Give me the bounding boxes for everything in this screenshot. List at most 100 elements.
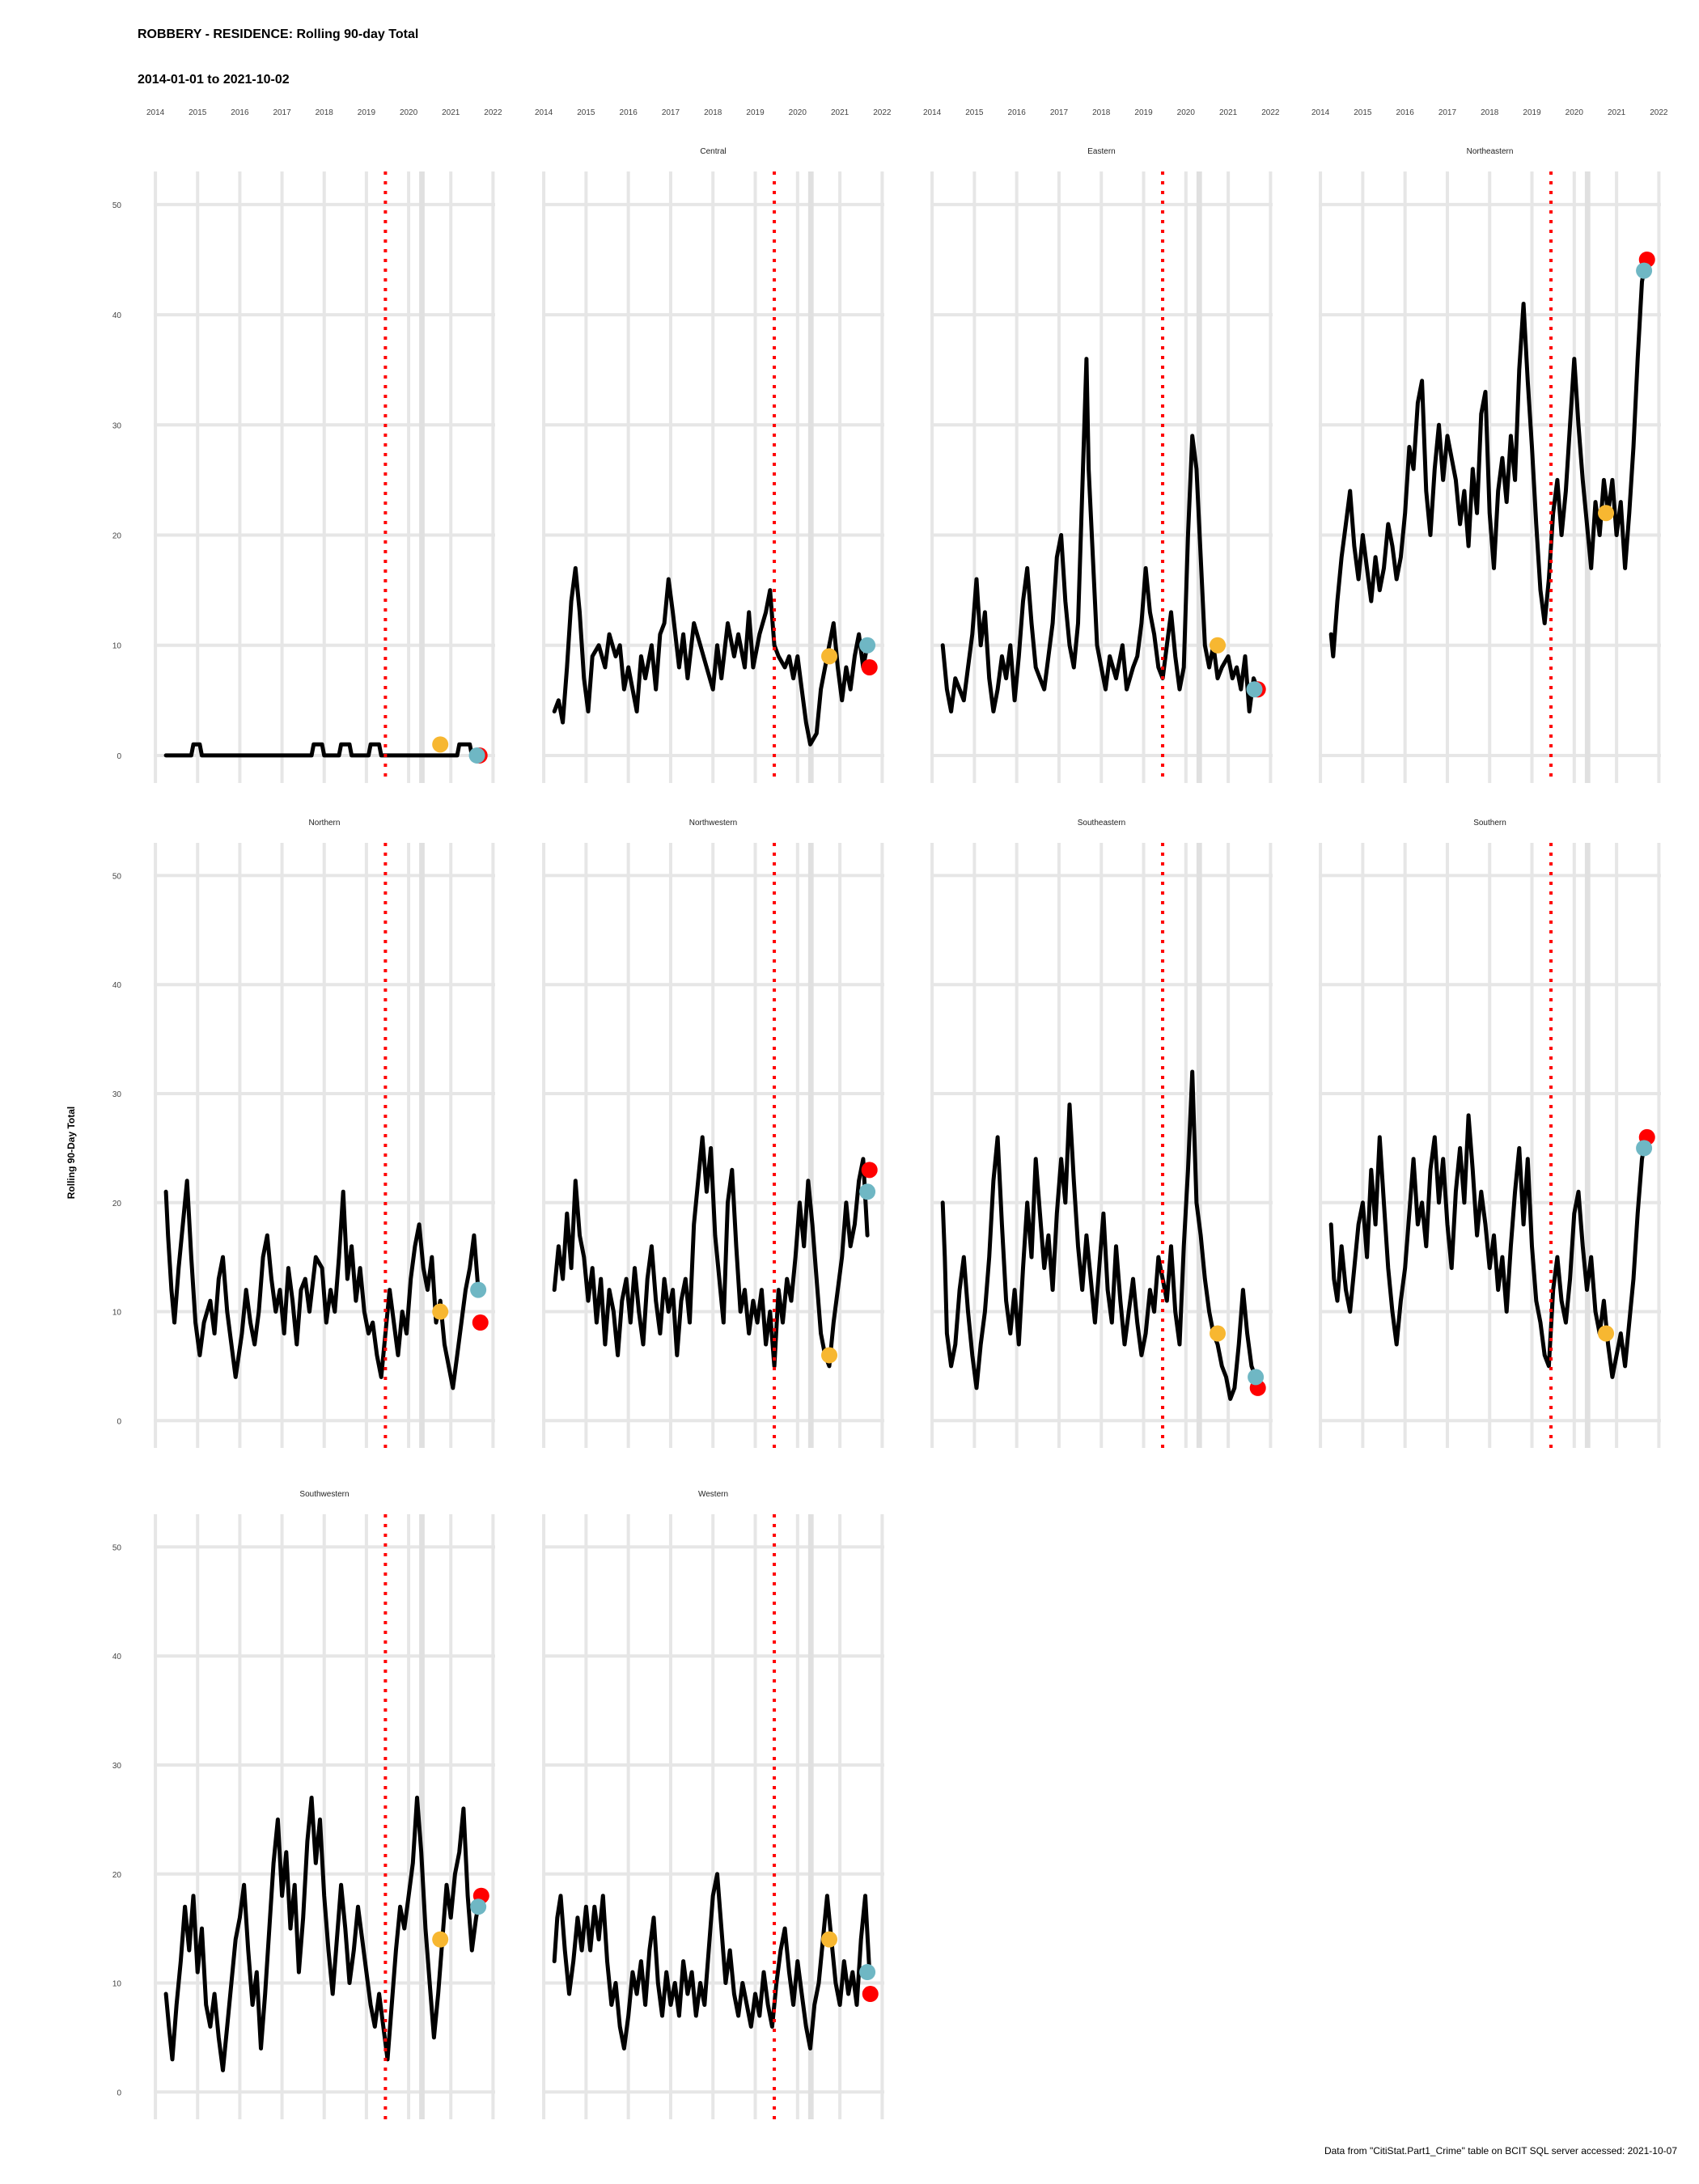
y-tick-label: 20 <box>112 1871 122 1880</box>
y-tick-label: 20 <box>112 1200 122 1208</box>
shaded-band <box>419 843 425 1448</box>
data-point-marker <box>821 1347 838 1364</box>
shaded-band <box>807 171 814 783</box>
x-tick-label: 2014 <box>535 108 553 117</box>
data-point-marker <box>1248 1369 1265 1386</box>
x-tick-label: 2020 <box>1566 108 1584 117</box>
y-tick-label: 40 <box>112 981 122 990</box>
x-tick-label: 2020 <box>400 108 418 117</box>
y-tick-label: 0 <box>117 2089 121 2097</box>
series-line <box>940 357 1260 713</box>
y-tick-label: 10 <box>112 1309 122 1318</box>
x-tick-label: 2019 <box>358 108 376 117</box>
y-tick-label: 30 <box>112 1090 122 1099</box>
data-point-marker <box>859 1183 876 1200</box>
y-tick-label: 30 <box>112 1762 122 1771</box>
x-tick-label: 2019 <box>1134 108 1153 117</box>
data-point-marker <box>470 1898 487 1915</box>
data-point-marker <box>1210 637 1227 654</box>
x-tick-label: 2017 <box>1438 108 1457 117</box>
x-tick-label: 2020 <box>1177 108 1196 117</box>
series-line <box>940 1069 1258 1401</box>
data-point-marker <box>862 1986 879 2003</box>
data-point-marker <box>432 736 449 753</box>
x-tick-label: 2015 <box>965 108 984 117</box>
data-point-marker <box>432 1303 449 1320</box>
y-tick-label: 50 <box>112 872 122 881</box>
x-tick-label: 2016 <box>231 108 249 117</box>
x-tick-label: 2014 <box>146 108 165 117</box>
y-tick-label: 20 <box>112 532 122 541</box>
x-tick-label: 2016 <box>1008 108 1027 117</box>
y-tick-label: 30 <box>112 421 122 430</box>
x-tick-label: 2019 <box>1523 108 1541 117</box>
x-tick-label: 2018 <box>704 108 722 117</box>
shaded-band <box>419 1514 425 2119</box>
data-point-marker <box>1636 262 1653 279</box>
data-point-marker <box>821 648 838 665</box>
x-tick-label: 2015 <box>189 108 207 117</box>
chart-subtitle: 2014-01-01 to 2021-10-02 <box>138 73 290 87</box>
series-line <box>552 1872 872 2051</box>
x-tick-label: 2015 <box>1354 108 1372 117</box>
data-point-marker <box>470 1281 487 1298</box>
data-point-marker <box>468 747 485 764</box>
series-line <box>163 742 484 758</box>
x-tick-label: 2016 <box>1396 108 1415 117</box>
x-tick-label: 2014 <box>923 108 942 117</box>
data-point-marker <box>859 637 876 654</box>
x-tick-label: 2018 <box>316 108 334 117</box>
data-point-marker <box>1598 1325 1615 1342</box>
x-tick-label: 2014 <box>1311 108 1330 117</box>
series-line <box>552 1135 870 1369</box>
series-line <box>163 1795 483 2072</box>
x-tick-label: 2021 <box>831 108 850 117</box>
panel-strip-label: Central <box>700 147 726 156</box>
x-tick-label: 2020 <box>789 108 807 117</box>
x-tick-label: 2018 <box>1092 108 1111 117</box>
panel-strip-label: Northeastern <box>1467 147 1514 156</box>
x-tick-label: 2017 <box>1050 108 1069 117</box>
x-tick-label: 2019 <box>746 108 765 117</box>
panel-strip-label: Southern <box>1473 819 1506 827</box>
data-point-marker <box>821 1931 838 1948</box>
y-tick-label: 40 <box>112 311 122 320</box>
shaded-band <box>1584 843 1591 1448</box>
data-source-caption: Data from "CitiStat.Part1_Crime" table o… <box>1324 2145 1677 2156</box>
x-tick-label: 2022 <box>1650 108 1668 117</box>
data-point-marker <box>472 1314 489 1331</box>
data-point-marker <box>861 658 878 675</box>
series-line <box>1328 257 1649 658</box>
panel-strip-label: Western <box>698 1490 728 1499</box>
x-tick-label: 2022 <box>873 108 892 117</box>
x-tick-label: 2021 <box>1219 108 1238 117</box>
y-tick-label: 0 <box>117 1417 121 1426</box>
data-point-marker <box>861 1162 878 1179</box>
panel-strip-label: Southeastern <box>1078 819 1126 827</box>
x-tick-label: 2021 <box>1608 108 1626 117</box>
panel-strip-label: Northwestern <box>689 819 737 827</box>
data-point-marker <box>859 1964 876 1981</box>
data-point-marker <box>432 1931 449 1948</box>
panel-strip-label: Eastern <box>1087 147 1115 156</box>
data-point-marker <box>1636 1140 1653 1157</box>
panel-strip-label: Northern <box>309 819 341 827</box>
x-tick-label: 2017 <box>662 108 680 117</box>
y-tick-label: 50 <box>112 1543 122 1552</box>
series-line <box>1328 1113 1649 1379</box>
shaded-band <box>807 1514 814 2119</box>
y-tick-label: 50 <box>112 201 122 210</box>
series-line <box>552 565 870 747</box>
x-tick-label: 2022 <box>1261 108 1280 117</box>
x-tick-label: 2015 <box>577 108 595 117</box>
x-tick-label: 2022 <box>484 108 502 117</box>
panel-strip-label: Southwestern <box>299 1490 349 1499</box>
data-point-marker <box>1246 681 1263 698</box>
x-tick-label: 2018 <box>1481 108 1499 117</box>
shaded-band <box>807 843 814 1448</box>
shaded-band <box>1584 171 1591 783</box>
y-tick-label: 40 <box>112 1653 122 1661</box>
y-tick-label: 10 <box>112 642 122 651</box>
shaded-band <box>419 171 425 783</box>
